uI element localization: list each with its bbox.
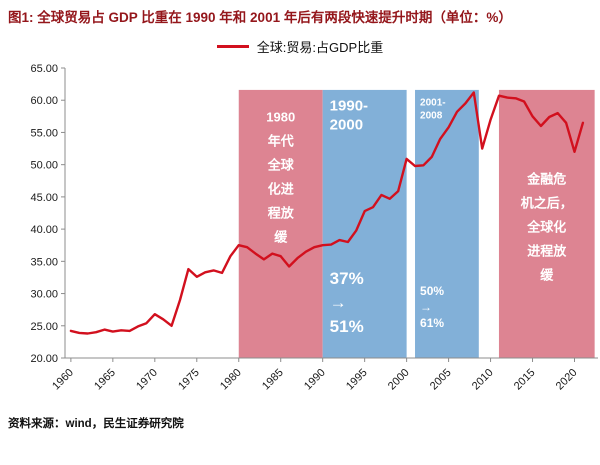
band-label: 2001- bbox=[420, 97, 446, 108]
x-axis-tick-label: 2020 bbox=[554, 366, 580, 392]
band-label: 缓 bbox=[274, 229, 288, 244]
figure-title: 图1: 全球贸易占 GDP 比重在 1990 年和 2001 年后有两段快速提升… bbox=[8, 10, 512, 25]
band-label: 全球化 bbox=[526, 219, 566, 234]
y-axis-tick-label: 25.00 bbox=[30, 320, 58, 332]
band-label: 2008 bbox=[420, 110, 443, 121]
band-label: → bbox=[420, 299, 432, 313]
band-label: 1990- bbox=[330, 97, 368, 114]
x-axis-tick-label: 1970 bbox=[134, 366, 160, 392]
band-label: 61% bbox=[420, 315, 444, 329]
x-axis-tick-label: 1965 bbox=[92, 366, 118, 392]
band-label: 年代 bbox=[268, 133, 294, 148]
y-axis-tick-label: 30.00 bbox=[30, 288, 58, 300]
band-label: 1980 bbox=[266, 109, 295, 124]
x-axis-tick-label: 1985 bbox=[260, 366, 286, 392]
y-axis-tick-label: 65.00 bbox=[30, 63, 58, 75]
y-axis-tick-label: 60.00 bbox=[30, 95, 58, 107]
y-axis-tick-label: 55.00 bbox=[30, 127, 58, 139]
highlight-band bbox=[238, 89, 323, 358]
x-axis-tick-label: 2000 bbox=[386, 366, 412, 392]
x-axis-tick-label: 1975 bbox=[176, 366, 202, 392]
x-axis-tick-label: 1980 bbox=[218, 366, 244, 392]
x-axis-tick-label: 1995 bbox=[344, 366, 370, 392]
highlight-band bbox=[415, 89, 479, 358]
band-label: 进程放 bbox=[527, 243, 567, 258]
band-label: 全球 bbox=[267, 157, 295, 172]
x-axis-tick-label: 1960 bbox=[50, 366, 76, 392]
highlight-band bbox=[322, 89, 407, 358]
band-label: 37% bbox=[330, 268, 364, 287]
band-label: 50% bbox=[420, 283, 444, 297]
band-label: 2000 bbox=[330, 116, 363, 133]
y-axis-tick-label: 35.00 bbox=[30, 256, 58, 268]
x-axis-tick-label: 2010 bbox=[470, 366, 496, 392]
y-axis-tick-label: 45.00 bbox=[30, 191, 58, 203]
trade-gdp-line-chart: 1980年代全球化进程放缓1990-200037%→51%2001-200850… bbox=[30, 63, 598, 392]
band-label: → bbox=[330, 292, 347, 311]
band-label: 化进 bbox=[268, 181, 294, 196]
trade-gdp-line bbox=[69, 90, 585, 335]
band-label: 51% bbox=[330, 316, 364, 335]
x-axis-tick-label: 1990 bbox=[302, 366, 328, 392]
y-axis-tick-label: 40.00 bbox=[30, 224, 58, 236]
band-label: 程放 bbox=[268, 205, 295, 220]
y-axis-tick-label: 50.00 bbox=[30, 159, 58, 171]
band-label: 机之后， bbox=[521, 195, 573, 210]
band-label: 缓 bbox=[540, 267, 554, 282]
x-axis-tick-label: 2005 bbox=[428, 366, 454, 392]
legend-label: 全球:贸易:占GDP比重 bbox=[256, 40, 384, 56]
legend-line-swatch bbox=[216, 45, 249, 49]
band-label: 金融危 bbox=[526, 171, 566, 186]
source-note: 资料来源：wind，民生证券研究院 bbox=[8, 417, 184, 430]
chart-legend: 全球:贸易:占GDP比重 bbox=[8, 37, 592, 57]
x-axis-tick-label: 2015 bbox=[512, 366, 538, 392]
y-axis-tick-label: 20.00 bbox=[30, 353, 58, 365]
